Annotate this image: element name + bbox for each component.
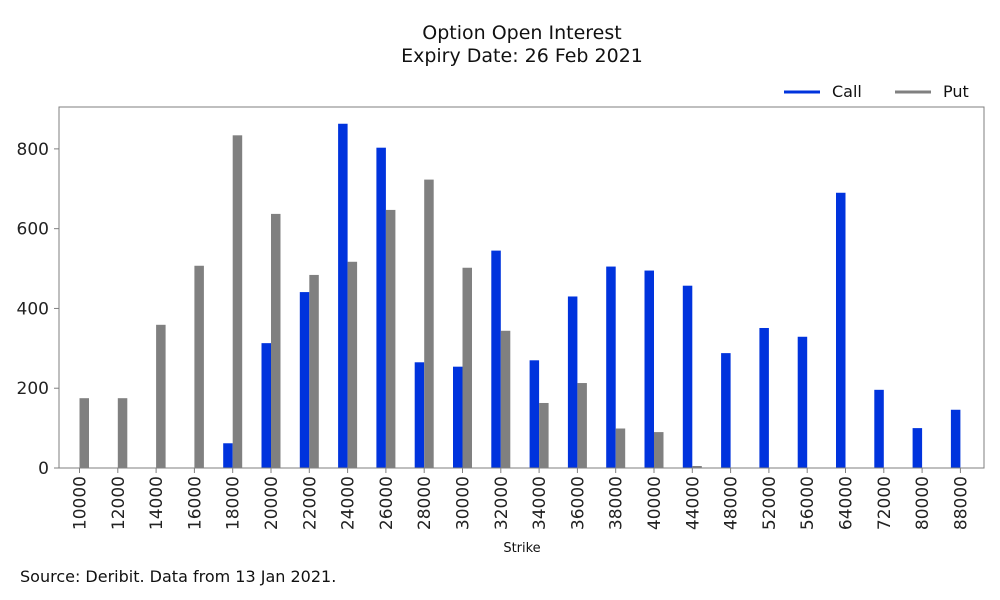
x-tick-label: 32000 xyxy=(492,476,512,530)
x-tick-label: 18000 xyxy=(224,476,244,530)
legend-label-call: Call xyxy=(832,82,862,101)
bar-put-18000 xyxy=(232,135,243,468)
y-tick-label: 0 xyxy=(38,459,49,479)
y-tick-label: 200 xyxy=(17,379,49,399)
bar-call-52000 xyxy=(759,327,769,468)
bar-call-24000 xyxy=(338,123,348,468)
x-tick-label: 12000 xyxy=(109,476,129,530)
x-tick-label: 52000 xyxy=(760,476,780,530)
bar-call-40000 xyxy=(644,270,654,468)
x-tick-label: 44000 xyxy=(683,476,703,530)
legend-label-put: Put xyxy=(943,82,969,101)
x-tick-label: 56000 xyxy=(798,476,818,530)
bar-put-10000 xyxy=(79,398,89,468)
x-axis-label: Strike xyxy=(503,541,540,556)
x-tick-label: 72000 xyxy=(875,476,895,530)
x-tick-label: 30000 xyxy=(454,476,474,530)
x-tick-label: 26000 xyxy=(377,476,397,530)
x-tick-label: 14000 xyxy=(147,476,167,530)
bar-put-36000 xyxy=(577,383,587,468)
x-tick-label: 22000 xyxy=(300,476,320,530)
x-tick-label: 48000 xyxy=(722,476,742,530)
plot-frame xyxy=(58,106,985,469)
bar-put-40000 xyxy=(654,432,664,468)
bar-call-34000 xyxy=(529,360,540,468)
x-tick-label: 16000 xyxy=(185,476,205,530)
y-tick-label: 400 xyxy=(17,299,49,319)
x-tick-label: 24000 xyxy=(339,476,359,530)
bar-call-22000 xyxy=(299,292,310,468)
bar-call-26000 xyxy=(376,147,386,468)
bar-put-30000 xyxy=(462,267,472,468)
bar-call-56000 xyxy=(797,336,808,468)
bar-call-44000 xyxy=(682,285,693,468)
x-tick-label: 80000 xyxy=(913,476,933,530)
bar-put-24000 xyxy=(347,261,358,468)
bar-call-80000 xyxy=(912,428,923,468)
x-tick-label: 28000 xyxy=(415,476,435,530)
bar-put-38000 xyxy=(615,428,626,468)
y-tick-label: 800 xyxy=(17,140,49,160)
x-tick-label: 88000 xyxy=(951,476,971,530)
bar-call-28000 xyxy=(414,362,425,468)
source-note: Source: Deribit. Data from 13 Jan 2021. xyxy=(20,567,337,586)
bar-put-22000 xyxy=(309,274,319,468)
x-tick-label: 10000 xyxy=(71,476,91,530)
x-tick-label: 38000 xyxy=(607,476,627,530)
bar-call-38000 xyxy=(606,266,616,468)
x-tick-label: 40000 xyxy=(645,476,665,530)
chart-title: Option Open Interest Expiry Date: 26 Feb… xyxy=(0,22,1000,68)
x-tick-label: 34000 xyxy=(530,476,550,530)
legend: Call Put xyxy=(784,82,969,101)
bar-call-20000 xyxy=(261,343,271,468)
bar-call-36000 xyxy=(567,296,578,468)
bar-call-72000 xyxy=(874,389,884,468)
bar-put-20000 xyxy=(271,213,281,468)
bar-put-44000 xyxy=(692,466,702,468)
bar-call-48000 xyxy=(721,353,731,468)
bar-call-64000 xyxy=(836,192,846,468)
bar-call-18000 xyxy=(223,443,233,468)
bar-put-26000 xyxy=(385,209,396,468)
bar-put-14000 xyxy=(156,324,166,468)
bar-put-16000 xyxy=(194,265,204,468)
bar-call-32000 xyxy=(491,250,501,468)
y-axis: 0 200 400 600 800 xyxy=(17,140,59,479)
bar-put-34000 xyxy=(539,402,549,468)
bars-group xyxy=(79,123,961,468)
bar-put-12000 xyxy=(117,398,128,468)
y-tick-label: 600 xyxy=(17,220,49,240)
x-tick-label: 64000 xyxy=(837,476,857,530)
x-tick-label: 36000 xyxy=(568,476,588,530)
bar-put-28000 xyxy=(424,179,434,468)
bar-call-88000 xyxy=(950,409,961,468)
x-tick-label: 20000 xyxy=(262,476,282,530)
chart-subtitle: Expiry Date: 26 Feb 2021 xyxy=(401,45,643,67)
chart-title-line: Option Open Interest xyxy=(422,22,622,44)
bar-call-30000 xyxy=(453,366,463,468)
x-axis: 10000 12000 14000 16000 18000 20000 22000 24000… xyxy=(71,468,971,530)
bar-put-32000 xyxy=(500,330,511,468)
